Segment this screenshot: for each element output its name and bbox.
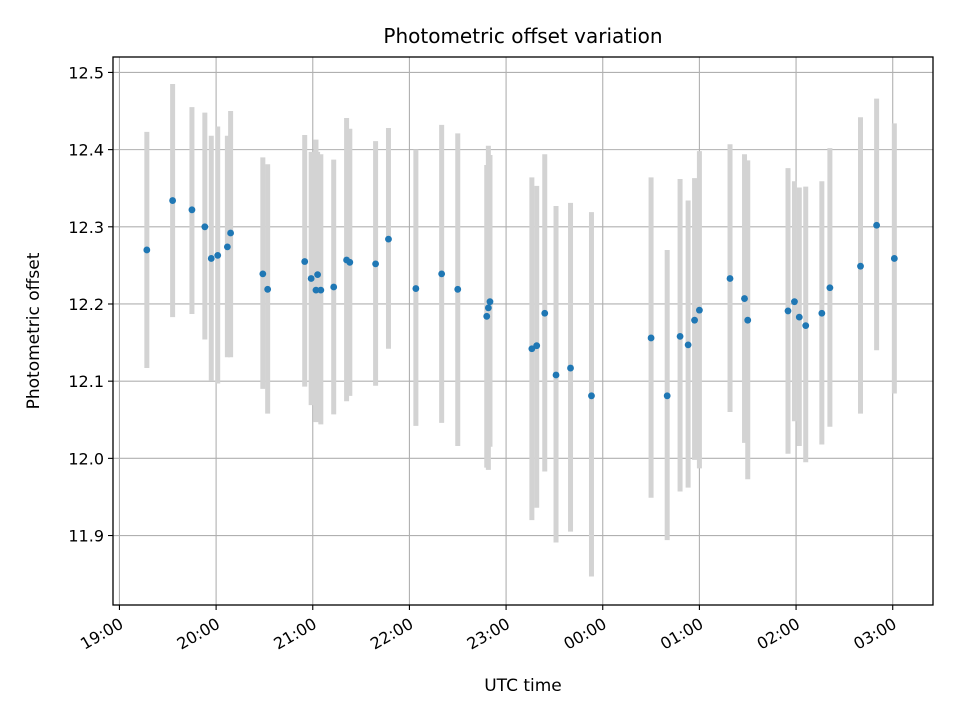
data-point	[143, 246, 151, 254]
data-point	[567, 364, 574, 372]
data-point	[301, 258, 309, 265]
y-tick-label: 11.9	[68, 527, 104, 546]
data-point	[169, 197, 177, 204]
y-tick-label: 12.0	[68, 449, 104, 468]
data-point	[264, 285, 272, 293]
data-point	[214, 251, 222, 259]
data-point	[412, 285, 420, 292]
data-point	[330, 283, 338, 291]
data-point	[484, 304, 492, 312]
data-point	[188, 206, 196, 214]
data-point	[741, 295, 748, 302]
data-point	[795, 313, 803, 321]
data-point	[663, 392, 671, 400]
plot-frame	[112, 56, 934, 606]
data-point	[312, 286, 320, 294]
data-point	[317, 286, 325, 294]
data-point	[307, 275, 315, 282]
y-axis-ticks: 11.9 12.0 12.1 12.2 12.3 12.4 12.5	[68, 63, 113, 546]
data-point	[541, 309, 549, 317]
data-point	[647, 334, 655, 342]
y-tick-label: 12.5	[68, 63, 104, 82]
data-point	[207, 255, 215, 262]
y-axis-label: Photometric offset	[24, 252, 44, 409]
data-point	[890, 255, 898, 262]
chart-title: Photometric offset variation	[383, 24, 662, 48]
x-axis-label: UTC time	[484, 676, 562, 696]
data-point	[802, 322, 810, 329]
data-point	[818, 309, 826, 317]
data-point	[726, 275, 734, 282]
data-point	[314, 271, 321, 279]
data-point	[744, 316, 752, 324]
y-tick-label: 12.3	[68, 218, 104, 237]
data-points	[143, 197, 898, 400]
data-point	[346, 258, 354, 266]
data-point	[676, 333, 684, 340]
data-point	[552, 371, 560, 379]
data-point	[533, 342, 541, 350]
data-point	[696, 306, 703, 314]
data-point	[826, 284, 834, 292]
data-point	[201, 223, 209, 231]
data-point	[223, 243, 231, 251]
data-point	[259, 270, 267, 278]
data-point	[857, 262, 864, 270]
data-point	[684, 341, 692, 349]
data-point	[784, 307, 792, 315]
data-point	[227, 229, 235, 237]
data-point	[385, 235, 392, 243]
data-point	[873, 221, 881, 229]
data-point	[486, 298, 494, 306]
data-point	[438, 270, 446, 278]
y-tick-label: 12.4	[68, 141, 104, 160]
data-point	[454, 285, 462, 293]
y-tick-label: 12.1	[68, 372, 104, 391]
data-point	[691, 316, 698, 324]
data-point	[791, 298, 798, 306]
data-point	[483, 312, 491, 320]
data-point	[372, 260, 379, 268]
y-tick-label: 12.2	[68, 295, 104, 314]
data-point	[528, 345, 536, 353]
data-point	[588, 392, 595, 400]
